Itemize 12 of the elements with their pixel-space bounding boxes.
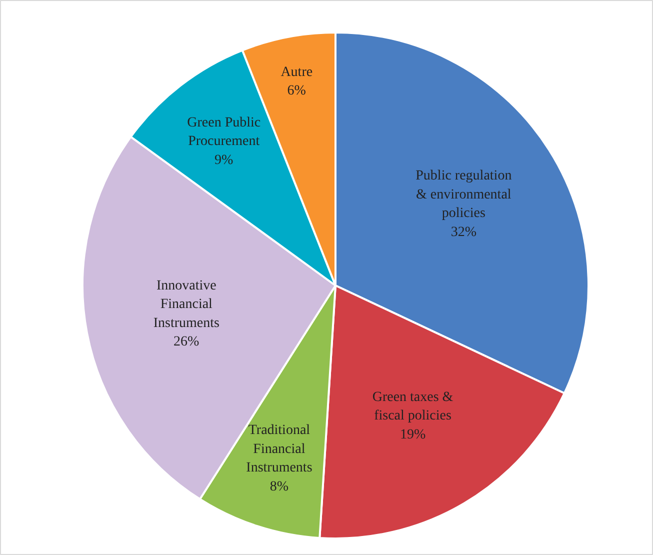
data-label: 6%	[287, 84, 306, 99]
data-label: 26%	[174, 334, 200, 350]
slice-label: Traditional Financial Instruments	[246, 423, 312, 476]
data-label: 19%	[400, 427, 426, 442]
data-label: 8%	[270, 479, 289, 494]
slice-label: Green Public Procurement	[187, 115, 261, 150]
slice-label: Green taxes & fiscal policies	[372, 390, 454, 424]
slice-label: Public regulation & environmental policies	[416, 168, 512, 222]
data-label: 32%	[450, 224, 477, 240]
slice-label: Autre	[280, 64, 313, 80]
slice-label: Innovative Financial Instruments	[153, 278, 220, 331]
data-label: 9%	[214, 152, 234, 168]
